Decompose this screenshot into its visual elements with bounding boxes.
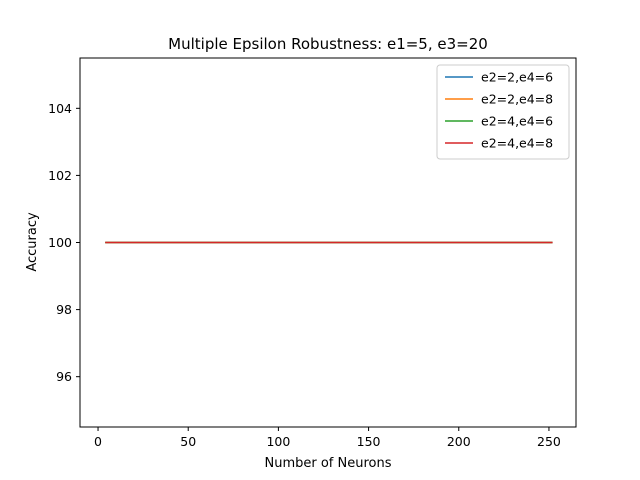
- x-tick-label: 100: [266, 434, 290, 449]
- x-axis-label: Number of Neurons: [264, 456, 391, 471]
- legend-entry-label: e2=4,e4=6: [481, 114, 553, 129]
- x-tick-label: 0: [94, 434, 102, 449]
- y-tick-label: 98: [56, 302, 72, 317]
- y-tick-label: 100: [48, 235, 72, 250]
- y-tick-label: 102: [48, 168, 72, 183]
- y-axis: 96 98 100 102 104: [48, 101, 80, 384]
- y-tick-label: 104: [48, 101, 72, 116]
- x-tick-label: 200: [447, 434, 471, 449]
- x-axis: 0 50 100 150 200 250: [94, 427, 561, 449]
- legend-entry-label: e2=2,e4=8: [481, 92, 553, 107]
- chart-title: Multiple Epsilon Robustness: e1=5, e3=20: [168, 35, 488, 53]
- x-tick-label: 250: [537, 434, 561, 449]
- y-tick-label: 96: [56, 369, 72, 384]
- x-tick-label: 50: [180, 434, 196, 449]
- legend-box: [436, 64, 570, 160]
- legend-entry-label: e2=4,e4=8: [481, 136, 553, 151]
- y-axis-label: Accuracy: [25, 212, 40, 272]
- x-tick-label: 150: [357, 434, 381, 449]
- legend-entry-label: e2=2,e4=6: [481, 70, 553, 85]
- legend: e2=2,e4=6 e2=2,e4=8 e2=4,e4=6 e2=4,e4=8: [436, 64, 570, 160]
